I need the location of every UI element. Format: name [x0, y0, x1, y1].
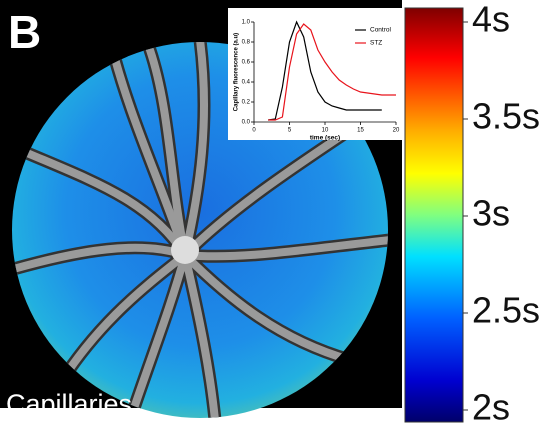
- legend-label: STZ: [370, 40, 382, 47]
- colorbar-label: 2.5s: [472, 290, 540, 331]
- x-tick-label: 15: [357, 128, 364, 134]
- y-tick-label: 0.0: [242, 120, 251, 126]
- panel-label: B: [8, 6, 41, 58]
- colorbar-label: 3s: [472, 193, 510, 234]
- figure: B Capillaries 4s 3.5s 3s 2.5s 2s 0.0 0.2 0.4 0.6…: [0, 0, 543, 426]
- y-tick-label: 1.0: [242, 20, 251, 26]
- colorbar-label: 4s: [472, 0, 510, 40]
- y-tick-label: 0.8: [242, 40, 251, 46]
- y-axis-label: Capillary fluorescence (a.u): [234, 33, 240, 111]
- colorbar-label: 3.5s: [472, 96, 540, 137]
- legend-label: Control: [370, 27, 392, 34]
- colorbar-label: 2s: [472, 387, 510, 426]
- colorbar: [405, 8, 463, 422]
- x-tick-label: 10: [322, 128, 329, 134]
- y-tick-label: 0.4: [242, 80, 251, 86]
- y-tick-label: 0.6: [242, 60, 251, 66]
- y-tick-label: 0.2: [242, 100, 251, 106]
- x-tick-label: 20: [393, 128, 400, 134]
- x-axis-label: time (sec): [310, 135, 340, 142]
- image-label: Capillaries: [6, 389, 132, 419]
